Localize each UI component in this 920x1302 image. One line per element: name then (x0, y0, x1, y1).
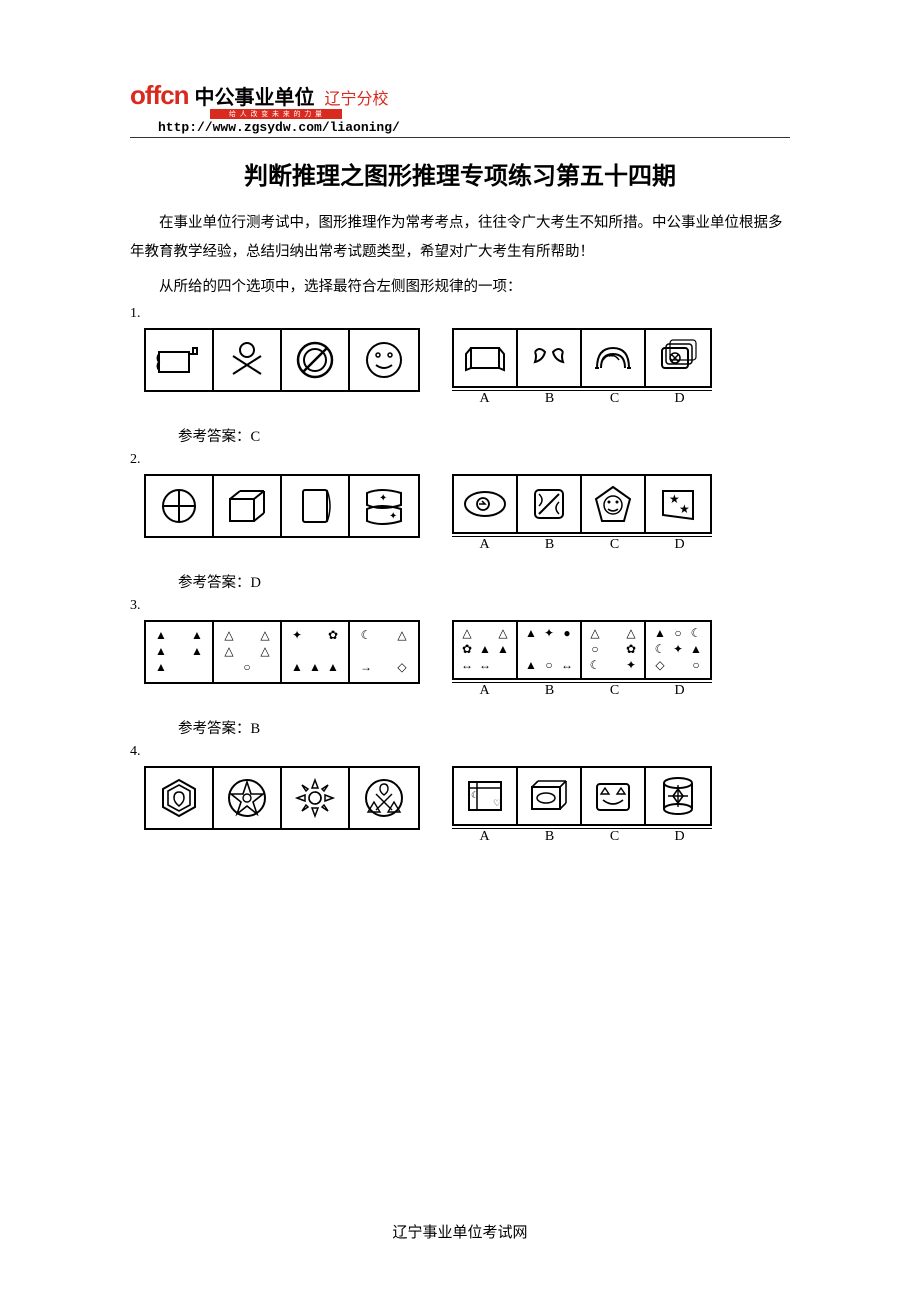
q2-option-b (518, 476, 582, 532)
logo-url: http://www.zgsydw.com/liaoning/ (158, 120, 790, 135)
option-label-d: D (647, 682, 712, 699)
q1-option-b (518, 330, 582, 386)
page-header: offcn 中公事业单位 辽宁分校 给 人 改 变 未 来 的 力 量 http… (130, 80, 790, 138)
q1-option-d (646, 330, 710, 386)
q4-option-a: ☾♡ (454, 768, 518, 824)
q4-option-d (646, 768, 710, 824)
option-label-a: A (452, 828, 517, 845)
q1-stem-cell-2 (214, 330, 282, 390)
q3-option-d: ▲○☾☾✦▲◇○ (646, 622, 710, 678)
question-number-3: 3. (130, 598, 790, 614)
page-title: 判断推理之图形推理专项练习第五十四期 (130, 156, 790, 191)
q4-stem-cell-1 (146, 768, 214, 828)
q3-option-a: △△✿▲▲↔↔ (454, 622, 518, 678)
instruction: 从所给的四个选项中，选择最符合左侧图形规律的一项： (130, 273, 790, 302)
q2-stem-cell-3 (282, 476, 350, 536)
q2-stem-cell-2 (214, 476, 282, 536)
logo-tagline-bar: 给 人 改 变 未 来 的 力 量 (210, 109, 342, 119)
option-label-d: D (647, 536, 712, 553)
option-label-d: D (647, 828, 712, 845)
q1-stem-cell-1 (146, 330, 214, 390)
option-label-a: A (452, 682, 517, 699)
svg-text:♡: ♡ (493, 798, 501, 808)
question-number-1: 1. (130, 306, 790, 322)
q3-option-c: △△○✿☾✦ (582, 622, 646, 678)
answer-3: 参考答案：B (178, 717, 790, 738)
option-label-d: D (647, 390, 712, 407)
option-label-b: B (517, 390, 582, 407)
q1-stem-cell-4 (350, 330, 418, 390)
page-footer: 辽宁事业单位考试网 (0, 1221, 920, 1242)
svg-text:★: ★ (679, 502, 690, 516)
option-label-c: C (582, 828, 647, 845)
answer-1: 参考答案：C (178, 425, 790, 446)
q3-stem-cell-1: ▲▲▲▲▲ (146, 622, 214, 682)
logo-branch: 辽宁分校 (325, 85, 389, 109)
q1-stem-cell-3 (282, 330, 350, 390)
q2-option-d: ★★ (646, 476, 710, 532)
option-label-c: C (582, 536, 647, 553)
question-number-4: 4. (130, 744, 790, 760)
svg-text:☾: ☾ (471, 790, 479, 800)
option-label-c: C (582, 682, 647, 699)
q3-stem-cell-3: ✦✿▲▲▲ (282, 622, 350, 682)
q4-stem-cell-3 (282, 768, 350, 828)
intro-paragraph: 在事业单位行测考试中，图形推理作为常考考点，往往令广大考生不知所措。中公事业单位… (130, 209, 790, 267)
option-label-b: B (517, 682, 582, 699)
q3-stem-cell-4: ☾△→◇ (350, 622, 418, 682)
q1-option-c (582, 330, 646, 386)
q2-stem-cell-4: ✦✦ (350, 476, 418, 536)
logo-brand-cn: 中公事业单位 (195, 81, 315, 110)
question-1-figures: A B C D (144, 328, 790, 407)
option-label-a: A (452, 536, 517, 553)
question-3-figures: ▲▲▲▲▲ △△△△○ ✦✿▲▲▲ ☾△→◇ △△✿▲▲↔↔ ▲✦●▲○ (144, 620, 790, 699)
option-label-c: C (582, 390, 647, 407)
q1-option-a (454, 330, 518, 386)
question-4-figures: ☾♡ A B C D (144, 766, 790, 845)
q3-stem-cell-2: △△△△○ (214, 622, 282, 682)
svg-text:✦: ✦ (379, 493, 387, 504)
q2-option-c (582, 476, 646, 532)
logo-tagline: 给 人 改 变 未 来 的 力 量 (229, 109, 323, 119)
option-label-a: A (452, 390, 517, 407)
q4-stem-cell-4 (350, 768, 418, 828)
option-label-b: B (517, 828, 582, 845)
q4-option-b (518, 768, 582, 824)
svg-text:✦: ✦ (389, 511, 397, 522)
q2-stem-cell-1 (146, 476, 214, 536)
q4-option-c (582, 768, 646, 824)
q4-stem-cell-2 (214, 768, 282, 828)
q2-option-a (454, 476, 518, 532)
answer-2: 参考答案：D (178, 571, 790, 592)
logo-brand-en: offcn (130, 80, 189, 111)
question-2-figures: ✦✦ ★★ A B C (144, 474, 790, 553)
q3-option-b: ▲✦●▲○↔ (518, 622, 582, 678)
question-number-2: 2. (130, 452, 790, 468)
option-label-b: B (517, 536, 582, 553)
